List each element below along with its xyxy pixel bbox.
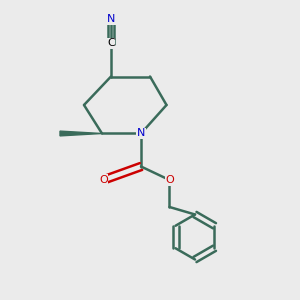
Text: O: O xyxy=(165,175,174,185)
Text: N: N xyxy=(137,128,145,139)
Polygon shape xyxy=(60,131,102,136)
Text: C: C xyxy=(107,38,115,49)
Text: N: N xyxy=(107,14,115,25)
Text: O: O xyxy=(99,175,108,185)
